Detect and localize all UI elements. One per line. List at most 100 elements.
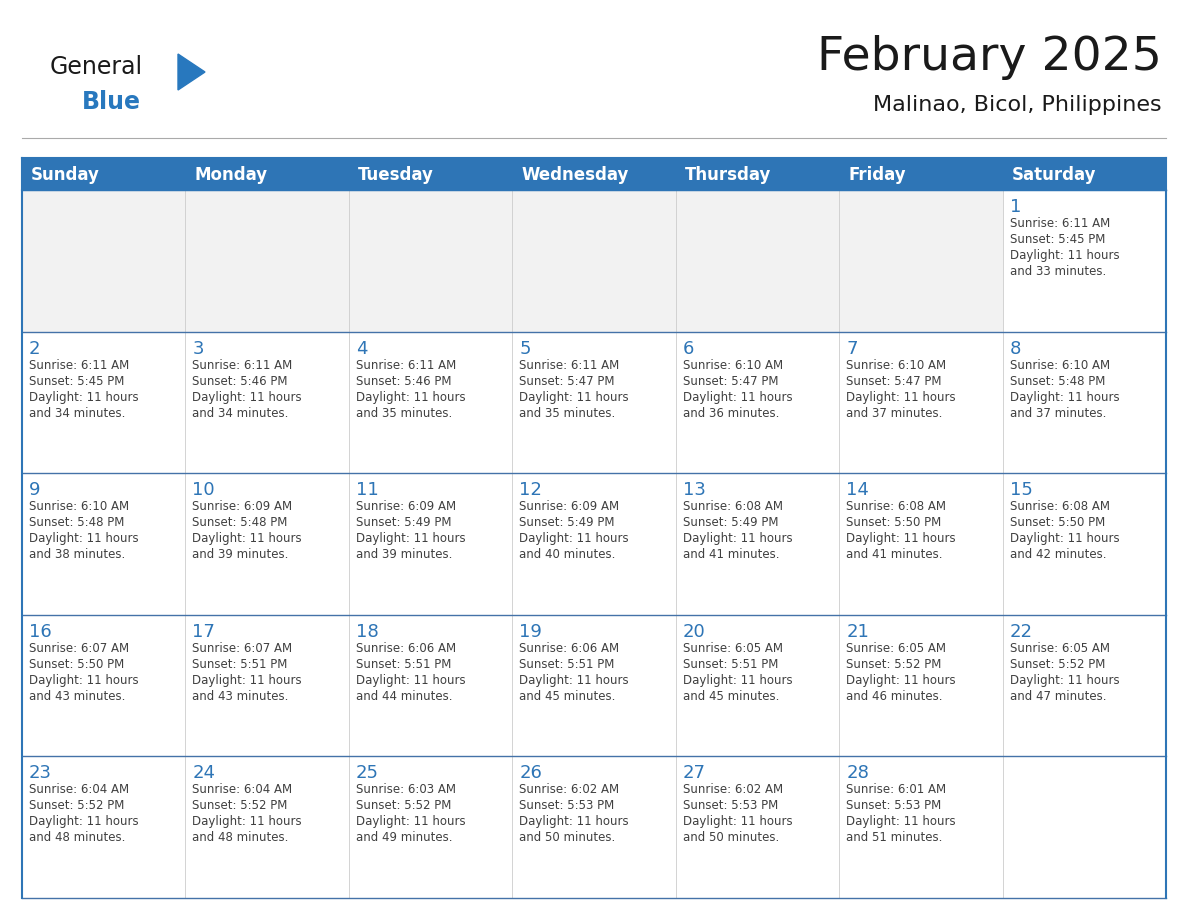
Text: 27: 27 [683,765,706,782]
Text: Sunset: 5:48 PM: Sunset: 5:48 PM [29,516,125,529]
Text: and 43 minutes.: and 43 minutes. [192,689,289,703]
Text: and 37 minutes.: and 37 minutes. [846,407,942,420]
Text: 3: 3 [192,340,204,358]
Text: and 34 minutes.: and 34 minutes. [192,407,289,420]
Text: Sunrise: 6:03 AM: Sunrise: 6:03 AM [356,783,456,797]
Text: Sunrise: 6:08 AM: Sunrise: 6:08 AM [683,500,783,513]
Text: Sunrise: 6:02 AM: Sunrise: 6:02 AM [683,783,783,797]
Text: and 47 minutes.: and 47 minutes. [1010,689,1106,703]
Text: 16: 16 [29,622,52,641]
Text: and 46 minutes.: and 46 minutes. [846,689,942,703]
Text: 17: 17 [192,622,215,641]
Text: 19: 19 [519,622,542,641]
Text: Daylight: 11 hours: Daylight: 11 hours [29,815,139,828]
Text: Daylight: 11 hours: Daylight: 11 hours [192,674,302,687]
Bar [676,190,839,331]
Text: Sunset: 5:49 PM: Sunset: 5:49 PM [683,516,778,529]
Text: and 42 minutes.: and 42 minutes. [1010,548,1106,561]
Text: Daylight: 11 hours: Daylight: 11 hours [519,532,628,545]
Text: February 2025: February 2025 [817,35,1162,80]
Text: 28: 28 [846,765,868,782]
Text: 15: 15 [1010,481,1032,499]
Text: and 33 minutes.: and 33 minutes. [1010,265,1106,278]
Text: and 41 minutes.: and 41 minutes. [683,548,779,561]
Text: Sunrise: 6:05 AM: Sunrise: 6:05 AM [683,642,783,655]
Text: and 37 minutes.: and 37 minutes. [1010,407,1106,420]
Text: 14: 14 [846,481,868,499]
Text: 11: 11 [356,481,379,499]
Text: Sunday: Sunday [31,166,100,184]
Text: 10: 10 [192,481,215,499]
Text: Sunset: 5:48 PM: Sunset: 5:48 PM [1010,375,1105,387]
Text: Malinao, Bicol, Philippines: Malinao, Bicol, Philippines [873,95,1162,115]
Text: 24: 24 [192,765,215,782]
Text: Daylight: 11 hours: Daylight: 11 hours [192,815,302,828]
Text: Sunset: 5:51 PM: Sunset: 5:51 PM [683,658,778,671]
Text: Sunset: 5:52 PM: Sunset: 5:52 PM [192,800,287,812]
Bar [839,190,1003,331]
Text: 26: 26 [519,765,542,782]
Text: Sunset: 5:45 PM: Sunset: 5:45 PM [29,375,125,387]
Text: Sunrise: 6:01 AM: Sunrise: 6:01 AM [846,783,947,797]
Text: Daylight: 11 hours: Daylight: 11 hours [1010,532,1119,545]
Text: Sunrise: 6:05 AM: Sunrise: 6:05 AM [846,642,946,655]
Bar [349,190,512,331]
Text: Sunset: 5:53 PM: Sunset: 5:53 PM [846,800,941,812]
Text: Daylight: 11 hours: Daylight: 11 hours [356,532,466,545]
Text: and 36 minutes.: and 36 minutes. [683,407,779,420]
Text: Sunrise: 6:10 AM: Sunrise: 6:10 AM [683,359,783,372]
Text: Blue: Blue [82,90,141,114]
Text: Saturday: Saturday [1011,166,1097,184]
Text: Daylight: 11 hours: Daylight: 11 hours [1010,674,1119,687]
Text: Sunrise: 6:10 AM: Sunrise: 6:10 AM [29,500,129,513]
Text: Thursday: Thursday [684,166,771,184]
Text: Sunset: 5:52 PM: Sunset: 5:52 PM [29,800,125,812]
Text: Sunrise: 6:09 AM: Sunrise: 6:09 AM [192,500,292,513]
Text: and 48 minutes.: and 48 minutes. [192,832,289,845]
Text: Daylight: 11 hours: Daylight: 11 hours [519,674,628,687]
Text: 18: 18 [356,622,379,641]
Text: Sunrise: 6:05 AM: Sunrise: 6:05 AM [1010,642,1110,655]
Text: and 45 minutes.: and 45 minutes. [683,689,779,703]
Text: and 35 minutes.: and 35 minutes. [356,407,453,420]
Text: 12: 12 [519,481,542,499]
Text: and 50 minutes.: and 50 minutes. [519,832,615,845]
Text: and 35 minutes.: and 35 minutes. [519,407,615,420]
Text: Daylight: 11 hours: Daylight: 11 hours [1010,249,1119,262]
Text: Sunrise: 6:07 AM: Sunrise: 6:07 AM [192,642,292,655]
Text: Tuesday: Tuesday [358,166,434,184]
Text: Sunrise: 6:11 AM: Sunrise: 6:11 AM [192,359,292,372]
Text: Daylight: 11 hours: Daylight: 11 hours [519,390,628,404]
Text: 5: 5 [519,340,531,358]
Bar [185,190,349,331]
Text: Daylight: 11 hours: Daylight: 11 hours [683,815,792,828]
Text: Sunrise: 6:06 AM: Sunrise: 6:06 AM [356,642,456,655]
Text: Daylight: 11 hours: Daylight: 11 hours [356,815,466,828]
Text: Sunrise: 6:04 AM: Sunrise: 6:04 AM [192,783,292,797]
Text: Daylight: 11 hours: Daylight: 11 hours [846,815,956,828]
Text: Sunset: 5:53 PM: Sunset: 5:53 PM [519,800,614,812]
Text: and 45 minutes.: and 45 minutes. [519,689,615,703]
Text: 2: 2 [29,340,40,358]
Text: Sunset: 5:47 PM: Sunset: 5:47 PM [519,375,614,387]
Text: Sunset: 5:53 PM: Sunset: 5:53 PM [683,800,778,812]
Text: and 51 minutes.: and 51 minutes. [846,832,942,845]
Text: 4: 4 [356,340,367,358]
Text: Sunrise: 6:10 AM: Sunrise: 6:10 AM [846,359,947,372]
Text: Sunset: 5:49 PM: Sunset: 5:49 PM [519,516,614,529]
Text: and 48 minutes.: and 48 minutes. [29,832,126,845]
Text: and 38 minutes.: and 38 minutes. [29,548,125,561]
Text: Sunset: 5:52 PM: Sunset: 5:52 PM [846,658,942,671]
Text: Sunset: 5:45 PM: Sunset: 5:45 PM [1010,233,1105,246]
Text: 6: 6 [683,340,694,358]
Text: Sunset: 5:47 PM: Sunset: 5:47 PM [846,375,942,387]
Text: 23: 23 [29,765,52,782]
Text: Sunset: 5:51 PM: Sunset: 5:51 PM [192,658,287,671]
Text: 8: 8 [1010,340,1020,358]
Text: Sunset: 5:48 PM: Sunset: 5:48 PM [192,516,287,529]
Text: Sunrise: 6:09 AM: Sunrise: 6:09 AM [356,500,456,513]
Text: Daylight: 11 hours: Daylight: 11 hours [356,674,466,687]
Bar [23,190,185,331]
Text: Daylight: 11 hours: Daylight: 11 hours [29,674,139,687]
Text: Sunset: 5:46 PM: Sunset: 5:46 PM [356,375,451,387]
